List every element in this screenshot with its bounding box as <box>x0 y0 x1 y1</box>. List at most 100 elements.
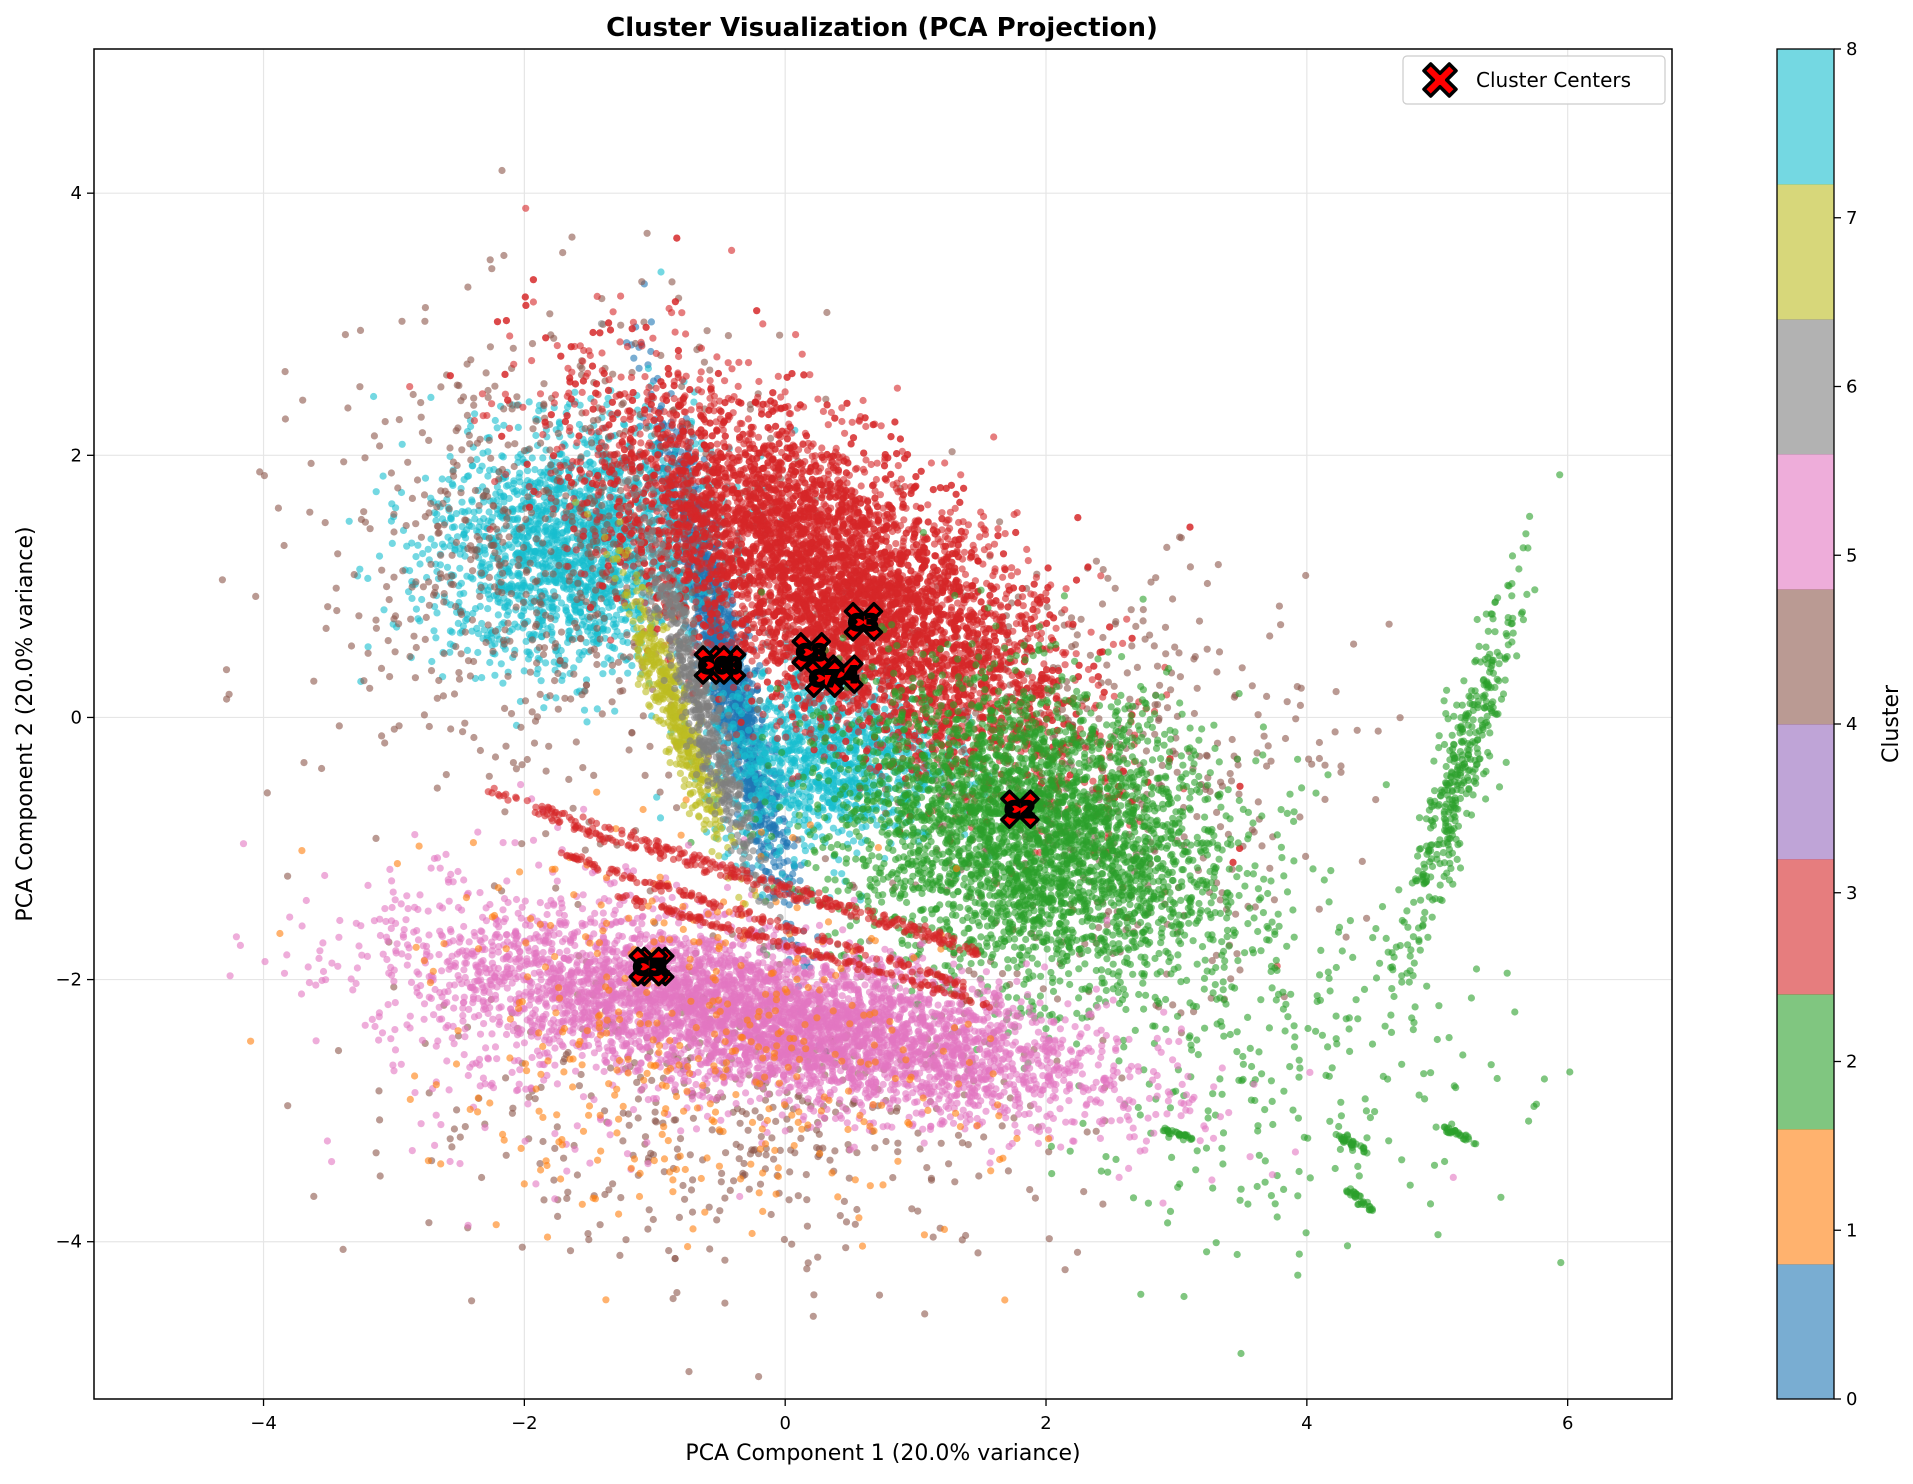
scatter-point <box>371 432 378 439</box>
scatter-point <box>753 746 760 753</box>
scatter-point <box>428 658 435 665</box>
scatter-point <box>539 539 546 546</box>
scatter-point <box>535 547 542 554</box>
scatter-point <box>881 706 888 713</box>
scatter-point <box>588 439 595 446</box>
scatter-point <box>570 671 577 678</box>
scatter-point <box>553 605 560 612</box>
scatter-point <box>529 425 536 432</box>
scatter-point <box>757 758 764 765</box>
scatter-point <box>558 530 565 537</box>
scatter-point <box>511 651 518 658</box>
scatter-point <box>483 369 490 376</box>
scatter-point <box>540 502 547 509</box>
scatter-point <box>502 743 509 750</box>
scatter-point <box>476 593 483 600</box>
scatter-point <box>519 488 526 495</box>
scatter-point <box>378 732 385 739</box>
scatter-point <box>805 793 812 800</box>
scatter-point <box>537 691 544 698</box>
scatter-point <box>474 649 481 656</box>
scatter-point <box>334 550 341 557</box>
scatter-point <box>678 383 685 390</box>
scatter-point <box>657 814 664 821</box>
scatter-point <box>469 567 476 574</box>
scatter-point <box>492 753 499 760</box>
scatter-point <box>252 593 259 600</box>
scatter-point <box>444 564 451 571</box>
scatter-point <box>646 743 653 750</box>
scatter-point <box>784 829 791 836</box>
scatter-point <box>513 393 520 400</box>
scatter-point <box>399 567 406 574</box>
scatter-point <box>539 454 546 461</box>
scatter-point <box>748 719 755 726</box>
scatter-point <box>418 534 425 541</box>
scatter-point <box>412 520 419 527</box>
scatter-point <box>416 617 423 624</box>
scatter-point <box>461 720 468 727</box>
scatter-point <box>453 510 460 517</box>
scatter-point <box>403 522 410 529</box>
scatter-point <box>550 335 557 342</box>
scatter-point <box>484 473 491 480</box>
scatter-point <box>452 643 459 650</box>
scatter-point <box>537 440 544 447</box>
scatter-point <box>534 577 541 584</box>
scatter-point <box>748 754 755 761</box>
scatter-point <box>589 577 596 584</box>
scatter-point <box>461 529 468 536</box>
scatter-point <box>623 575 630 582</box>
scatter-point <box>398 318 405 325</box>
scatter-point <box>447 725 454 732</box>
scatter-point <box>492 628 499 635</box>
scatter-point <box>367 525 374 532</box>
scatter-point <box>414 542 421 549</box>
scatter-point <box>413 606 420 613</box>
scatter-point <box>551 644 558 651</box>
scatter-point <box>516 478 523 485</box>
scatter-point <box>784 857 791 864</box>
scatter-point <box>642 772 649 779</box>
scatter-point <box>785 756 792 763</box>
scatter-point <box>380 473 387 480</box>
scatter-point <box>435 530 442 537</box>
scatter-point <box>467 574 474 581</box>
scatter-point <box>458 446 465 453</box>
scatter-point <box>572 609 579 616</box>
scatter-point <box>491 383 498 390</box>
chart-title: Cluster Visualization (PCA Projection) <box>606 13 1158 43</box>
scatter-point <box>806 804 813 811</box>
scatter-point <box>551 592 558 599</box>
scatter-point <box>753 724 760 731</box>
scatter-point <box>494 588 501 595</box>
scatter-point <box>458 611 465 618</box>
scatter-point <box>456 565 463 572</box>
scatter-point <box>520 544 527 551</box>
scatter-point <box>437 552 444 559</box>
scatter-point <box>657 789 664 796</box>
scatter-point <box>515 424 522 431</box>
scatter-point <box>610 541 617 548</box>
scatter-point <box>410 633 417 640</box>
scatter-point <box>523 648 530 655</box>
scatter-point <box>455 669 462 676</box>
scatter-point <box>464 412 471 419</box>
scatter-point <box>300 759 307 766</box>
scatter-point <box>553 517 560 524</box>
scatter-point <box>498 167 505 174</box>
scatter-point <box>356 566 363 573</box>
scatter-point <box>628 662 635 669</box>
scatter-point <box>599 710 606 717</box>
scatter-point <box>521 620 528 627</box>
scatter-point <box>373 488 380 495</box>
scatter-point <box>486 659 493 666</box>
scatter-point <box>777 768 784 775</box>
scatter-point <box>583 718 590 725</box>
scatter-point <box>558 677 565 684</box>
scatter-point <box>611 708 618 715</box>
scatter-point <box>477 603 484 610</box>
scatter-point <box>765 701 772 708</box>
scatter-point <box>605 512 612 519</box>
scatter-point <box>645 365 652 372</box>
